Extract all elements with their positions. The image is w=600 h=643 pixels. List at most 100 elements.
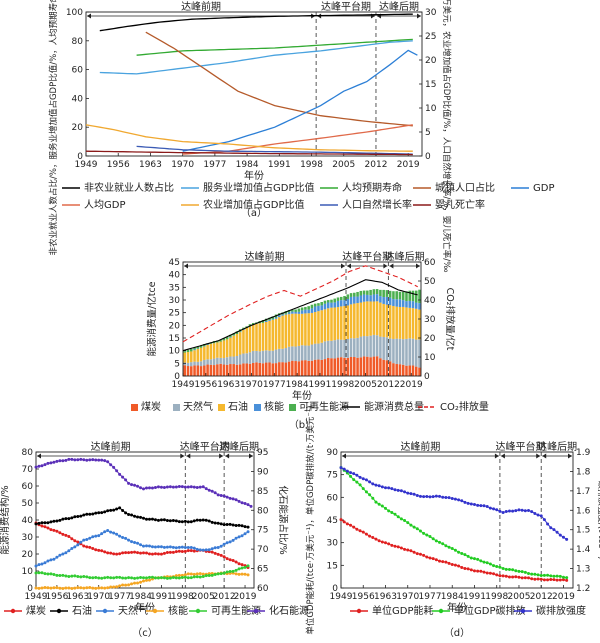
point-化石能源 [162, 485, 166, 489]
bar-核能-2006 [369, 295, 372, 302]
point-天然气 [246, 530, 250, 534]
point-核能 [243, 572, 247, 576]
point-煤炭 [106, 551, 110, 555]
series-line-单位GDP能耗 [340, 519, 567, 581]
y-tick-label-right: 1.8 [576, 467, 591, 477]
point-化石能源 [210, 489, 214, 493]
point-石油 [192, 519, 196, 523]
bar-石油-1975 [268, 320, 271, 351]
bar-天然气-1997 [339, 339, 343, 358]
point-天然气 [58, 553, 62, 557]
point-化石能源 [115, 469, 119, 473]
point-天然气 [70, 546, 74, 550]
point-单位GDP碳排放 [507, 567, 511, 571]
point-单位GDP能耗 [399, 546, 403, 550]
y-tick-label-right: 65 [257, 565, 268, 575]
bar-天然气-2020 [414, 339, 418, 367]
point-单位GDP碳排放 [552, 574, 556, 578]
point-单位GDP碳排放 [463, 553, 467, 557]
point-单位GDP能耗 [492, 572, 496, 576]
point-核能 [46, 586, 50, 590]
bar-石油-1954 [199, 347, 203, 362]
point-石油 [97, 511, 101, 515]
point-可再生能源 [109, 576, 113, 580]
x-tick-label: 2005 [508, 592, 531, 602]
point-核能 [103, 586, 107, 590]
point-煤炭 [183, 549, 187, 553]
point-石油 [183, 519, 187, 523]
point-天然气 [64, 551, 68, 555]
bar-核能-1981 [287, 312, 291, 315]
bar-煤炭-1962 [225, 364, 229, 376]
point-核能 [58, 586, 62, 590]
bar-核能-1997 [339, 300, 343, 307]
legend-swatch [173, 404, 180, 411]
point-可再生能源 [97, 576, 101, 580]
bar-核能-1992 [323, 303, 327, 310]
point-化石能源 [142, 487, 146, 491]
point-化石能源 [153, 485, 157, 489]
point-碳排放强度 [549, 526, 553, 530]
point-核能 [174, 574, 178, 578]
point-化石能源 [195, 486, 199, 490]
y-tick-label-left: 30 [22, 533, 34, 543]
bar-石油-2007 [372, 301, 376, 335]
point-化石能源 [79, 457, 83, 461]
point-石油 [144, 517, 148, 521]
x-tick-label: 2019 [400, 380, 423, 390]
x-axis-label: 年份 [244, 169, 264, 182]
bar-石油-1997 [339, 306, 343, 340]
x-tick-label: 2012 [365, 160, 388, 170]
point-化石能源 [174, 485, 178, 489]
bar-石油-1982 [291, 313, 294, 347]
point-石油 [112, 508, 116, 512]
point-单位GDP碳排放 [492, 564, 496, 568]
point-单位GDP能耗 [536, 577, 540, 581]
point-可再生能源 [130, 576, 134, 580]
bar-煤炭-1964 [232, 364, 235, 376]
point-化石能源 [222, 494, 226, 498]
point-天然气 [118, 534, 122, 538]
y-tick-label-right: 40 [424, 296, 436, 306]
bar-煤炭-1980 [284, 362, 288, 376]
y-tick-label-left: 0 [77, 152, 83, 162]
bar-煤炭-1993 [326, 358, 330, 376]
bar-天然气-1949 [183, 362, 187, 366]
point-可再生能源 [144, 576, 148, 580]
point-天然气 [40, 562, 44, 566]
point-天然气 [177, 545, 181, 549]
point-石油 [136, 515, 140, 519]
point-天然气 [171, 545, 175, 549]
period-label: 达峰平台期 [321, 0, 371, 13]
point-可再生能源 [61, 573, 65, 577]
point-天然气 [213, 546, 217, 550]
point-煤炭 [216, 552, 220, 556]
bar-煤炭-1974 [265, 362, 268, 376]
point-单位GDP能耗 [539, 577, 543, 581]
x-tick-label: 2005 [192, 592, 215, 602]
bar-石油-2001 [353, 303, 356, 339]
bar-煤炭-1972 [258, 362, 262, 376]
point-天然气 [43, 561, 47, 565]
point-碳排放强度 [523, 509, 527, 513]
y-tick-label-left: 100 [66, 8, 83, 18]
bar-可再生能源-1960 [219, 340, 222, 342]
y-tick-label-right: 1.7 [576, 487, 590, 497]
bar-石油-2004 [362, 301, 366, 337]
bar-石油-1951 [190, 351, 193, 363]
point-核能 [198, 572, 202, 576]
point-单位GDP能耗 [444, 560, 448, 564]
point-石油 [168, 519, 172, 523]
y-tick-label-right: 1.3 [576, 565, 590, 575]
point-化石能源 [37, 464, 41, 468]
bar-可再生能源-1997 [339, 296, 343, 301]
point-煤炭 [189, 549, 193, 553]
point-单位GDP碳排放 [539, 573, 543, 577]
point-天然气 [52, 557, 56, 561]
bar-核能-2002 [356, 296, 359, 304]
arrow-head [87, 13, 91, 19]
point-石油 [88, 512, 92, 516]
x-tick-label: 1998 [300, 160, 323, 170]
point-单位GDP能耗 [441, 560, 445, 564]
point-石油 [174, 519, 178, 523]
